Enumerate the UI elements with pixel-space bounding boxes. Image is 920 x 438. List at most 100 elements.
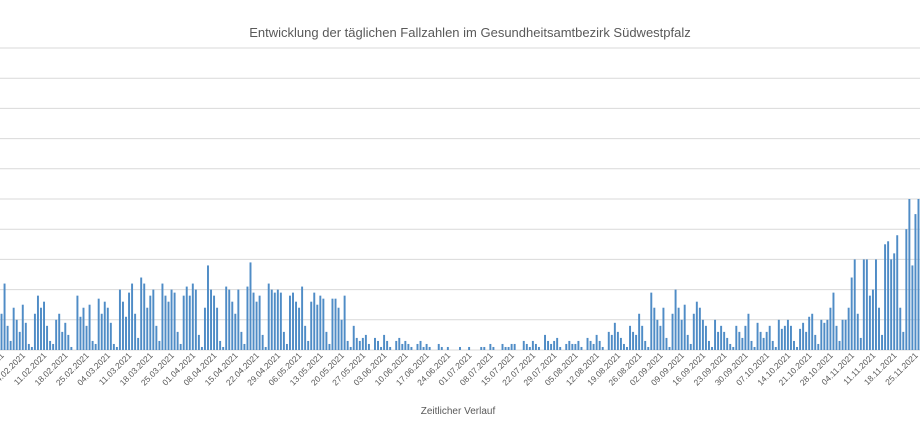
- bar: [331, 298, 334, 350]
- bar: [780, 328, 783, 350]
- bar: [125, 316, 127, 350]
- bar: [759, 331, 762, 350]
- bar: [67, 334, 70, 350]
- bar: [844, 319, 847, 350]
- bar: [753, 346, 756, 350]
- bar: [301, 286, 304, 350]
- bar: [328, 343, 331, 350]
- bar: [146, 307, 149, 350]
- bar: [680, 319, 683, 350]
- bar: [182, 295, 185, 350]
- bar: [21, 304, 24, 350]
- bar: [364, 334, 367, 350]
- bar: [838, 340, 841, 350]
- bar: [91, 340, 94, 350]
- bar: [856, 313, 859, 350]
- bar: [577, 340, 580, 350]
- bar: [173, 292, 176, 350]
- bar: [829, 307, 832, 350]
- bar: [735, 325, 738, 350]
- bar: [887, 241, 890, 350]
- bar: [893, 253, 896, 350]
- bar: [865, 259, 868, 350]
- bar: [717, 331, 720, 350]
- bar: [616, 331, 619, 350]
- bar: [534, 343, 537, 350]
- bar: [200, 346, 203, 350]
- bar: [823, 322, 826, 350]
- bar: [653, 307, 656, 350]
- bar: [747, 313, 750, 350]
- bar: [820, 319, 823, 350]
- bar: [79, 316, 82, 350]
- bar: [33, 313, 36, 350]
- bar: [626, 346, 628, 350]
- bar: [170, 289, 173, 350]
- bar: [850, 277, 853, 350]
- bar: [613, 322, 616, 350]
- bar: [899, 307, 902, 350]
- bar: [741, 337, 744, 350]
- bar: [565, 343, 568, 350]
- bar: [334, 298, 337, 350]
- bar: [395, 340, 398, 350]
- bar: [701, 319, 704, 350]
- bar: [222, 346, 225, 350]
- bar: [853, 259, 856, 350]
- bar: [480, 346, 483, 350]
- x-axis-title: Zeitlicher Verlauf: [421, 406, 496, 417]
- bar: [607, 331, 610, 350]
- bar: [714, 319, 717, 350]
- bar: [316, 304, 319, 350]
- bar: [18, 331, 21, 350]
- bar: [513, 343, 516, 350]
- bar: [292, 292, 294, 350]
- bar: [40, 307, 42, 350]
- bar: [914, 214, 917, 350]
- bar: [777, 319, 780, 350]
- bar: [647, 346, 650, 350]
- bar: [243, 343, 246, 350]
- bar: [279, 292, 282, 350]
- bar: [528, 346, 531, 350]
- bar: [282, 331, 285, 350]
- bar: [115, 346, 118, 350]
- bar: [641, 325, 644, 350]
- bar: [665, 337, 668, 350]
- bar: [191, 283, 194, 350]
- bar: [118, 289, 121, 350]
- bar: [298, 307, 301, 350]
- bar: [210, 289, 212, 350]
- bar: [143, 283, 146, 350]
- bar: [859, 337, 862, 350]
- bar: [814, 334, 817, 350]
- bar: [128, 292, 131, 350]
- bar: [847, 307, 850, 350]
- bar: [88, 304, 91, 350]
- bar: [622, 343, 625, 350]
- bar: [744, 325, 747, 350]
- bar: [258, 295, 261, 350]
- bar: [179, 343, 182, 350]
- bar: [207, 265, 209, 350]
- bar: [261, 334, 264, 350]
- bar: [738, 331, 741, 350]
- bar: [358, 340, 361, 350]
- bar: [6, 325, 9, 350]
- bar: [598, 340, 601, 350]
- bar: [811, 313, 814, 350]
- bar: [638, 313, 641, 350]
- bar: [568, 340, 571, 350]
- bar: [522, 340, 525, 350]
- bar: [410, 346, 413, 350]
- bar: [708, 340, 710, 350]
- bar: [547, 340, 550, 350]
- bar: [185, 286, 188, 350]
- bar: [225, 286, 228, 350]
- bar: [52, 343, 55, 350]
- bar: [704, 325, 707, 350]
- bar: [213, 295, 216, 350]
- bar: [632, 331, 635, 350]
- bar: [802, 322, 805, 350]
